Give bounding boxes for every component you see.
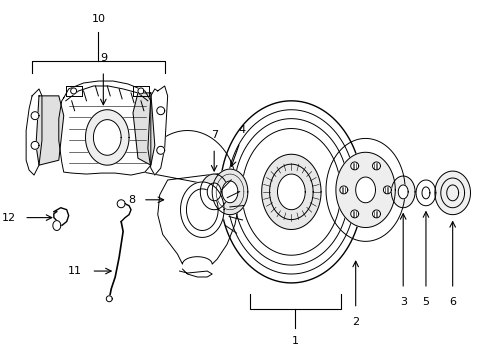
Text: 10: 10: [91, 14, 105, 24]
Polygon shape: [157, 107, 164, 115]
Polygon shape: [180, 182, 224, 237]
Text: 4: 4: [238, 126, 245, 135]
Polygon shape: [350, 210, 358, 218]
Polygon shape: [59, 81, 150, 175]
Polygon shape: [138, 88, 143, 94]
Polygon shape: [71, 88, 77, 94]
Polygon shape: [36, 96, 63, 165]
Polygon shape: [339, 186, 347, 194]
Polygon shape: [207, 183, 221, 201]
Polygon shape: [26, 89, 42, 175]
Polygon shape: [421, 187, 429, 199]
Polygon shape: [31, 112, 39, 120]
Polygon shape: [117, 200, 125, 208]
Polygon shape: [325, 139, 405, 241]
Polygon shape: [434, 171, 469, 215]
Text: 8: 8: [127, 195, 135, 205]
Polygon shape: [106, 296, 112, 302]
Polygon shape: [350, 162, 358, 170]
Polygon shape: [335, 152, 394, 228]
Polygon shape: [397, 185, 407, 199]
Polygon shape: [383, 186, 390, 194]
Text: 7: 7: [210, 130, 217, 140]
Text: 6: 6: [448, 297, 455, 307]
Polygon shape: [147, 86, 167, 175]
Text: 12: 12: [2, 213, 16, 222]
Polygon shape: [179, 269, 212, 277]
Polygon shape: [222, 181, 238, 203]
Polygon shape: [85, 110, 129, 165]
Polygon shape: [355, 177, 375, 203]
Polygon shape: [277, 174, 305, 210]
Polygon shape: [133, 93, 155, 165]
Polygon shape: [372, 162, 380, 170]
Polygon shape: [372, 210, 380, 218]
Polygon shape: [200, 174, 227, 210]
Polygon shape: [415, 180, 435, 206]
Polygon shape: [212, 169, 247, 215]
Text: 5: 5: [422, 297, 428, 307]
Polygon shape: [140, 131, 239, 264]
Text: 2: 2: [351, 316, 359, 327]
Polygon shape: [157, 147, 164, 154]
Text: 3: 3: [399, 297, 406, 307]
Polygon shape: [31, 141, 39, 149]
Polygon shape: [390, 176, 414, 208]
Text: 9: 9: [100, 53, 107, 63]
Polygon shape: [261, 154, 321, 229]
Polygon shape: [93, 120, 121, 155]
Polygon shape: [220, 101, 362, 283]
Polygon shape: [53, 221, 61, 230]
Text: 11: 11: [67, 266, 81, 276]
Text: 1: 1: [291, 336, 298, 346]
